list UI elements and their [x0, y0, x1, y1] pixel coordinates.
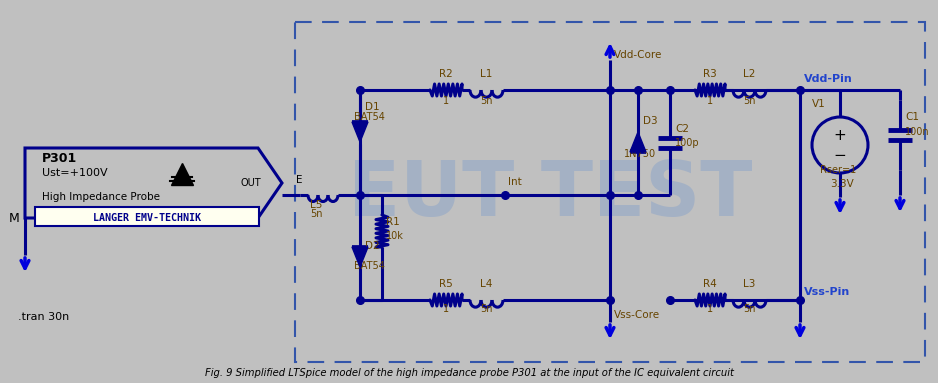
Text: D1: D1	[365, 102, 380, 112]
Text: D2: D2	[365, 241, 380, 251]
Text: D3: D3	[643, 116, 658, 126]
Text: Vdd-Core: Vdd-Core	[614, 50, 662, 60]
FancyBboxPatch shape	[35, 207, 259, 226]
Text: R2: R2	[439, 69, 453, 79]
Text: BAT54: BAT54	[354, 261, 385, 271]
Polygon shape	[352, 122, 368, 142]
Text: OUT: OUT	[240, 178, 261, 188]
Text: High Impedance Probe: High Impedance Probe	[42, 192, 160, 202]
Text: 1N750: 1N750	[624, 149, 656, 159]
Text: 10k: 10k	[386, 231, 404, 241]
Text: Fig. 9 Simplified LTSpice model of the high impedance probe P301 at the input of: Fig. 9 Simplified LTSpice model of the h…	[204, 368, 734, 378]
Text: C2: C2	[675, 124, 689, 134]
Text: .tran 30n: .tran 30n	[18, 312, 69, 322]
Text: +: +	[834, 128, 846, 142]
Text: 5n: 5n	[310, 209, 323, 219]
Text: R3: R3	[704, 69, 717, 79]
Text: LANGER EMV-TECHNIK: LANGER EMV-TECHNIK	[93, 213, 201, 223]
Text: 5n: 5n	[479, 304, 492, 314]
Polygon shape	[630, 132, 646, 152]
Text: 1: 1	[707, 96, 713, 106]
Polygon shape	[352, 247, 368, 267]
Text: 1: 1	[707, 304, 713, 314]
Text: 1: 1	[443, 96, 449, 106]
Text: BAT54: BAT54	[354, 112, 385, 122]
Text: Int: Int	[508, 177, 522, 187]
Text: P301: P301	[42, 152, 77, 165]
Text: 1: 1	[443, 304, 449, 314]
Text: Ust=+100V: Ust=+100V	[42, 168, 108, 178]
Text: Vss-Core: Vss-Core	[614, 310, 660, 320]
Text: EUT TEST: EUT TEST	[348, 158, 752, 232]
Text: 100p: 100p	[675, 138, 700, 148]
Text: Vdd-Pin: Vdd-Pin	[804, 74, 853, 84]
Text: Vss-Pin: Vss-Pin	[804, 287, 850, 297]
Text: L5: L5	[310, 200, 323, 210]
Text: R1: R1	[386, 217, 400, 227]
Text: C1: C1	[905, 112, 919, 122]
Text: M: M	[8, 211, 19, 224]
Text: L3: L3	[743, 279, 755, 289]
Text: L2: L2	[743, 69, 755, 79]
Text: R4: R4	[704, 279, 717, 289]
Text: 5n: 5n	[479, 96, 492, 106]
Text: Rser=1: Rser=1	[820, 165, 856, 175]
Text: −: −	[834, 147, 846, 162]
Text: 5n: 5n	[743, 96, 755, 106]
Text: 100n: 100n	[905, 127, 930, 137]
Text: L1: L1	[480, 69, 492, 79]
Text: L4: L4	[480, 279, 492, 289]
Text: 5n: 5n	[743, 304, 755, 314]
Text: V1: V1	[812, 99, 825, 109]
Text: E: E	[296, 175, 302, 185]
Text: 3.3V: 3.3V	[830, 179, 854, 189]
Text: R5: R5	[439, 279, 453, 289]
